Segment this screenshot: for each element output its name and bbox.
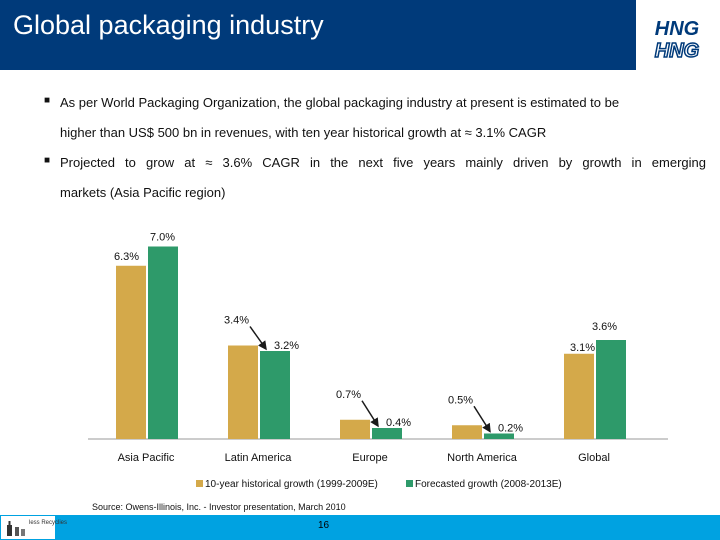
label-arrow — [249, 326, 267, 351]
x-tick-label: Latin America — [225, 452, 293, 464]
bar-forecast — [260, 351, 290, 439]
bar-forecast — [484, 433, 514, 439]
data-label: 0.2% — [498, 423, 523, 435]
data-label: 3.6% — [592, 321, 617, 333]
x-tick-label: Europe — [352, 452, 387, 464]
bar-historical — [564, 353, 594, 439]
footer-bar — [0, 515, 720, 540]
source-note: Source: Owens-Illinois, Inc. - Investor … — [92, 502, 346, 512]
legend-label: Forecasted growth (2008-2013E) — [415, 479, 562, 490]
bullet-text-line: higher than US$ 500 bn in revenues, with… — [60, 125, 547, 140]
label-arrow — [361, 400, 379, 428]
bar-historical — [452, 425, 482, 439]
bar-forecast — [596, 340, 626, 439]
bottle-icon — [7, 521, 25, 536]
bullet-text-line: As per World Packaging Organization, the… — [60, 95, 620, 110]
x-tick-label: North America — [447, 452, 518, 464]
bullet-text-line: Projected to grow at ≈ 3.6% CAGR in the … — [60, 155, 706, 170]
bar-forecast — [372, 428, 402, 439]
bullet-marker-icon: ■ — [44, 155, 51, 166]
data-label: 3.1% — [570, 342, 595, 354]
data-label: 3.2% — [274, 340, 299, 352]
data-label: 0.4% — [386, 417, 411, 429]
legend-swatch — [196, 480, 203, 487]
legend-swatch — [406, 480, 413, 487]
bullet-marker-icon: ■ — [44, 95, 51, 106]
footer-logo-box: less Recyclies — [0, 515, 67, 540]
page-number: 16 — [318, 520, 330, 531]
header-bar: Global packaging industry — [0, 0, 636, 70]
bar-historical — [228, 345, 258, 439]
x-tick-label: Asia Pacific — [118, 452, 175, 464]
page-title: Global packaging industry — [13, 10, 324, 40]
logo-text-top: HNG — [655, 18, 699, 40]
data-label: 0.5% — [448, 394, 473, 406]
x-tick-label: Global — [578, 452, 610, 464]
bar-historical — [340, 419, 370, 439]
logo-text-bottom: HNG — [655, 40, 699, 62]
data-label: 3.4% — [224, 315, 249, 327]
footer-logo-text: less Recyclies — [29, 520, 68, 526]
bullet-text-line: markets (Asia Pacific region) — [60, 185, 226, 200]
data-label: 7.0% — [150, 232, 175, 244]
bar-historical — [116, 265, 146, 439]
data-label: 6.3% — [114, 251, 139, 263]
growth-bar-chart: Asia Pacific 6.3% 7.0% Latin America 3.4% 3.2… — [88, 232, 668, 490]
data-label: 0.7% — [336, 389, 361, 401]
company-logo: HNG HNG — [646, 14, 708, 62]
bar-forecast — [148, 246, 178, 439]
legend-label: 10-year historical growth (1999-2009E) — [205, 479, 378, 490]
label-arrow — [473, 405, 491, 433]
